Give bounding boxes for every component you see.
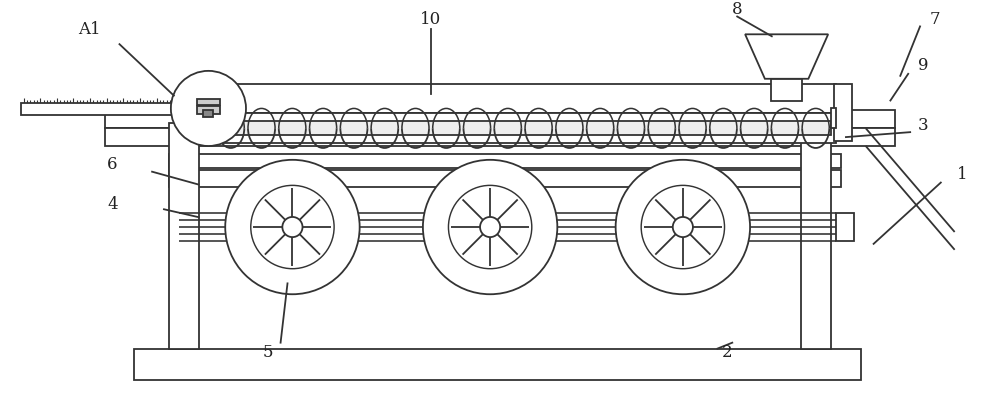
Circle shape xyxy=(616,160,750,294)
Bar xyxy=(169,170,841,188)
Bar xyxy=(199,113,836,143)
Text: 2: 2 xyxy=(722,344,733,361)
Circle shape xyxy=(282,217,303,237)
Text: A1: A1 xyxy=(79,21,101,38)
Bar xyxy=(203,121,831,135)
Polygon shape xyxy=(745,34,828,79)
Bar xyxy=(771,79,802,100)
Text: 1: 1 xyxy=(957,166,968,183)
Text: 8: 8 xyxy=(732,1,743,18)
Circle shape xyxy=(171,71,246,146)
Text: 10: 10 xyxy=(420,11,441,28)
Bar xyxy=(197,98,220,106)
Circle shape xyxy=(423,160,557,294)
Bar xyxy=(836,213,854,241)
Bar xyxy=(801,123,831,349)
Bar xyxy=(105,110,895,128)
Text: 7: 7 xyxy=(930,11,940,28)
Text: 6: 6 xyxy=(107,156,118,173)
Bar xyxy=(134,349,861,380)
Text: 9: 9 xyxy=(918,58,928,74)
Bar xyxy=(203,110,213,117)
Text: 3: 3 xyxy=(918,117,928,134)
Bar xyxy=(21,104,203,115)
Text: 5: 5 xyxy=(262,344,273,361)
Bar xyxy=(197,106,220,114)
Bar xyxy=(105,128,895,146)
Bar xyxy=(831,108,836,128)
Bar xyxy=(199,84,836,113)
Circle shape xyxy=(225,160,360,294)
Bar xyxy=(169,154,841,168)
Bar xyxy=(169,123,199,349)
Bar xyxy=(834,84,852,141)
Circle shape xyxy=(480,217,500,237)
Circle shape xyxy=(673,217,693,237)
Text: 4: 4 xyxy=(107,196,118,213)
